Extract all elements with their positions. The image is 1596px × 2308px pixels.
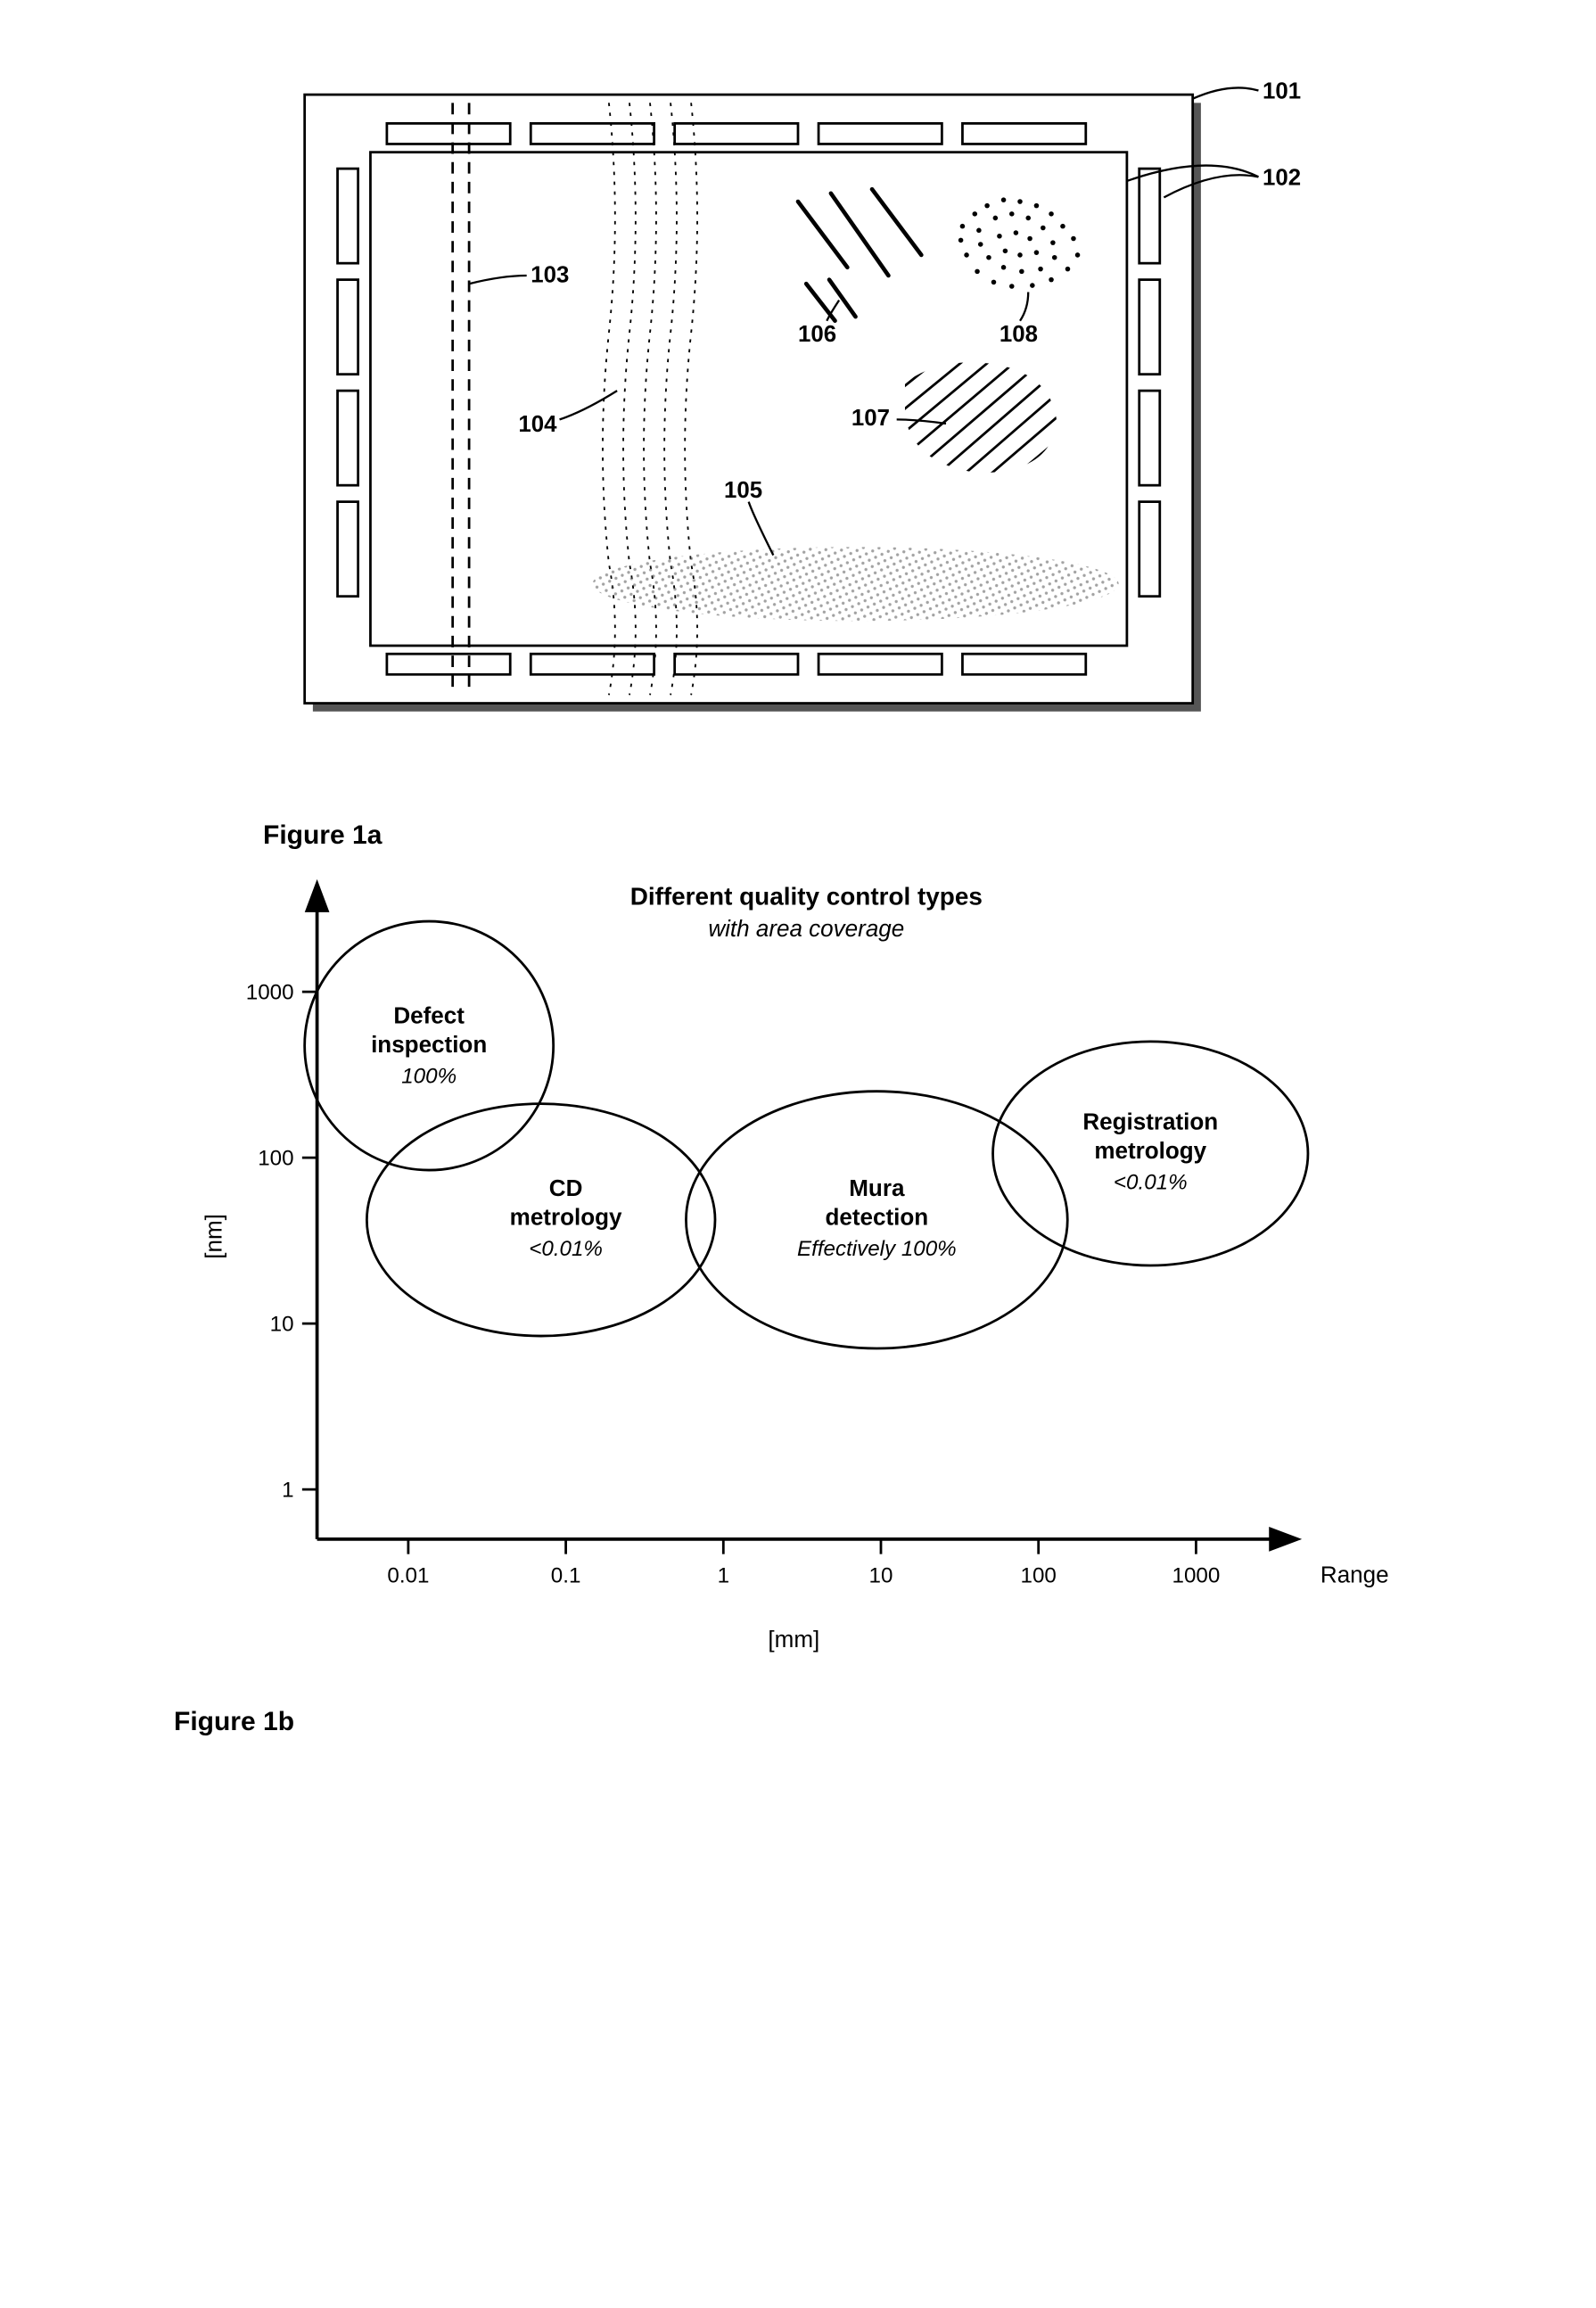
callout-105: 105: [724, 478, 762, 503]
top-bars: [387, 123, 1086, 144]
bottom-bars: [387, 654, 1086, 674]
xtick-0: 0.01: [387, 1563, 429, 1587]
figure-1b-svg: 0.01 0.1 1 10 100 1000 Range [mm] 1 10 1…: [174, 851, 1422, 1680]
chart-subtitle: with area coverage: [708, 915, 904, 942]
figure-1a: 101 102 103 104 105 106 107 108 Figure 1…: [263, 54, 1333, 851]
callout-106: 106: [798, 322, 836, 347]
bubble-cd-t2: metrology: [510, 1203, 622, 1230]
bubble-defect-sub: 100%: [401, 1064, 457, 1088]
bubble-cd-sub: <0.01%: [529, 1237, 603, 1261]
x-ticks: [408, 1539, 1197, 1554]
y-tick-labels: 1 10 100 1000: [246, 980, 294, 1502]
figure-1b: 0.01 0.1 1 10 100 1000 Range [mm] 1 10 1…: [174, 851, 1422, 1737]
callout-108: 108: [1000, 322, 1038, 347]
ytick-1: 10: [270, 1312, 294, 1336]
figure-1a-label: Figure 1a: [263, 820, 1333, 851]
x-end-label: Range: [1320, 1561, 1389, 1587]
y-unit-label: [nm]: [201, 1214, 227, 1259]
xtick-2: 1: [718, 1563, 729, 1587]
bubble-defect-t2: inspection: [371, 1031, 487, 1058]
callout-102: 102: [1263, 166, 1301, 191]
bubble-cd-t1: CD: [549, 1175, 583, 1201]
bubble-defect-t1: Defect: [393, 1002, 465, 1028]
bubble-labels: Defect inspection 100% CD metrology <0.0…: [371, 1002, 1218, 1260]
bubble-mura-t1: Mura: [849, 1175, 905, 1201]
xtick-3: 10: [869, 1563, 893, 1587]
xtick-1: 0.1: [551, 1563, 581, 1587]
bubble-reg-sub: <0.01%: [1114, 1170, 1188, 1194]
callout-104: 104: [518, 412, 557, 437]
ytick-3: 1000: [246, 980, 294, 1004]
figure-1a-svg: 101 102 103 104 105 106 107 108: [263, 54, 1333, 794]
bubble-reg-t1: Registration: [1082, 1108, 1218, 1134]
x-unit-label: [mm]: [768, 1626, 819, 1653]
bubbles: [305, 921, 1308, 1348]
ytick-2: 100: [258, 1146, 293, 1170]
horizontal-band-105: [592, 547, 1118, 621]
bubble-reg-t2: metrology: [1094, 1137, 1206, 1164]
bubble-mura-t2: detection: [825, 1203, 928, 1230]
callout-107: 107: [851, 406, 890, 431]
x-tick-labels: 0.01 0.1 1 10 100 1000: [387, 1563, 1220, 1587]
y-ticks: [302, 992, 317, 1489]
chart-axes: [307, 884, 1296, 1549]
callout-103: 103: [531, 262, 569, 287]
callout-101: 101: [1263, 79, 1301, 104]
figure-1b-label: Figure 1b: [174, 1707, 1422, 1737]
ytick-0: 1: [282, 1478, 293, 1502]
chart-title: Different quality control types: [630, 882, 983, 910]
bubble-mura-sub: Effectively 100%: [797, 1237, 957, 1261]
xtick-4: 100: [1021, 1563, 1057, 1587]
xtick-5: 1000: [1172, 1563, 1221, 1587]
